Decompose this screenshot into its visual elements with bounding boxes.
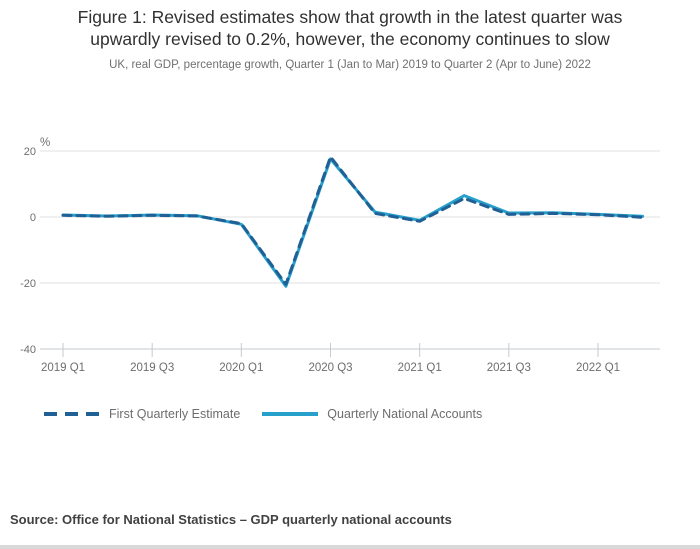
x-axis-tick-label: 2022 Q1 [576,362,620,374]
legend-label-quarterly-national-accounts: Quarterly National Accounts [327,407,483,421]
legend-item-first-quarterly-estimate: First Quarterly Estimate [44,407,240,421]
solid-line-swatch-icon [262,412,319,416]
legend-label-first-quarterly-estimate: First Quarterly Estimate [109,407,241,421]
gdp-line-chart: 20 0 -20 -40 2019 Q1 2019 Q3 2020 Q1 2020 Q3 202… [20,137,660,374]
x-axis-tick-label: 2019 Q3 [130,362,174,374]
x-axis-tick-label: 2021 Q3 [487,362,531,374]
y-axis-tick-label: 20 [24,146,36,158]
x-axis-tick-label: 2020 Q3 [308,362,352,374]
y-axis-tick-label: 0 [30,212,36,224]
y-axis-tick-label: -20 [20,278,36,290]
series-line-first-quarterly-estimate [61,155,645,286]
figure-subtitle: UK, real GDP, percentage growth, Quarter… [109,59,591,71]
source-attribution: Source: Office for National Statistics –… [10,512,452,527]
chart-area: 20 0 -20 -40 2019 Q1 2019 Q3 2020 Q1 2020 Q3 202… [20,137,660,374]
x-axis-tick-label: 2021 Q1 [398,362,442,374]
chart-legend: First Quarterly Estimate Quarterly Natio… [44,407,482,421]
x-axis-tick-label: 2020 Q1 [219,362,263,374]
legend-item-quarterly-national-accounts: Quarterly National Accounts [262,407,482,421]
chart-header: Figure 1: Revised estimates show that gr… [0,6,700,71]
bottom-divider-bar [0,545,700,549]
figure-title-line-2: upwardly revised to 0.2%, however, the e… [90,29,610,49]
series-line-quarterly-national-accounts [61,157,645,288]
y-axis-unit-label: % [40,137,50,149]
figure-title-line-1: Figure 1: Revised estimates show that gr… [77,7,623,27]
dashed-line-swatch-icon [44,412,100,416]
y-axis-tick-label: -40 [20,344,36,356]
x-axis-tick-label: 2019 Q1 [41,362,85,374]
